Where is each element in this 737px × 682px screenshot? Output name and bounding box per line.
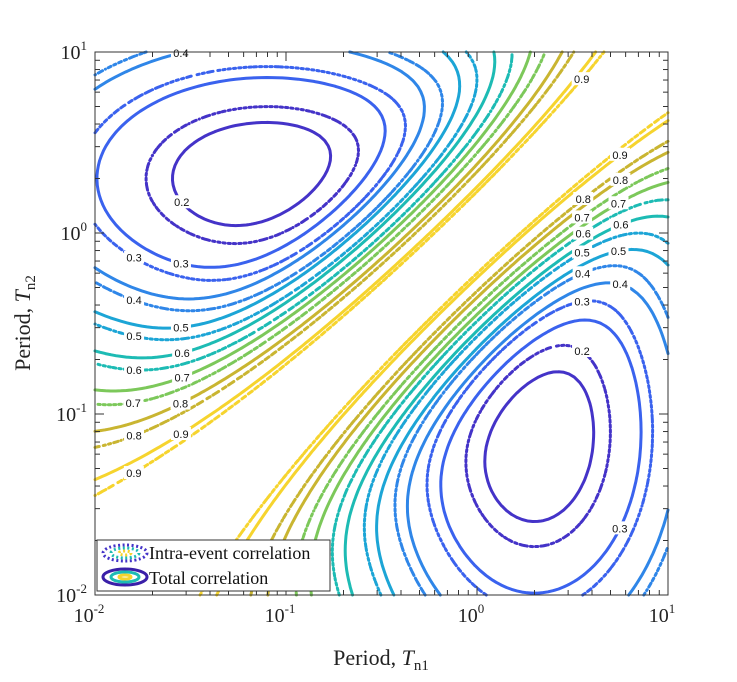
contour-label: 0.3 xyxy=(173,258,188,270)
contour-label-bg xyxy=(124,428,145,442)
contour-label: 0.8 xyxy=(126,431,141,443)
contour-total-0.6 xyxy=(93,50,670,597)
contour-label-bg xyxy=(170,396,191,410)
contour-label: 0.5 xyxy=(574,247,589,259)
legend-box xyxy=(96,539,331,592)
contour-label-bg xyxy=(172,370,193,384)
x-tick-label: 10-2 xyxy=(74,601,105,627)
contour-label: 0.2 xyxy=(174,197,189,209)
y-tick-label: 100 xyxy=(61,219,88,245)
legend-label-intra: Intra-event correlation xyxy=(149,543,310,563)
contour-label-bg xyxy=(610,172,631,186)
contour-total-0.3 xyxy=(95,76,643,595)
legend-icon-intra xyxy=(101,543,149,563)
x-tick-label: 10-1 xyxy=(265,601,296,627)
contour-label-bg xyxy=(573,226,594,240)
contour-label-bg xyxy=(124,362,145,376)
contour-label: 0.6 xyxy=(174,348,189,360)
contour-label: 0.4 xyxy=(126,295,141,307)
contour-label-bg xyxy=(572,344,593,358)
contour-label: 0.7 xyxy=(126,398,141,410)
contour-label-bg xyxy=(609,521,630,535)
contour-intra-0.2 xyxy=(144,105,612,549)
contour-label: 0.5 xyxy=(611,246,626,258)
axis-ticks: 10-2 10-1 100 101 10-2 10-1 100 101 xyxy=(56,38,675,627)
contour-label-bg xyxy=(610,147,631,161)
contour-label: 0.9 xyxy=(574,74,589,86)
contour-label: 0.9 xyxy=(612,150,627,162)
y-tick-label: 10-2 xyxy=(56,581,87,607)
contour-label: 0.4 xyxy=(613,279,628,291)
contour-label-bg xyxy=(170,427,191,441)
contour-label-bg xyxy=(124,329,145,343)
contour-label-bg xyxy=(170,320,191,334)
contour-label: 0.7 xyxy=(574,212,589,224)
contour-label: 0.7 xyxy=(174,372,189,384)
contour-label: 0.9 xyxy=(173,429,188,441)
contour-label-bg xyxy=(123,466,144,480)
contour-label: 0.4 xyxy=(173,48,188,60)
contour-label: 0.3 xyxy=(612,523,627,535)
contour-intra-0.5 xyxy=(93,50,670,597)
contour-label-bg xyxy=(572,266,593,280)
contour-label: 0.3 xyxy=(126,253,141,265)
contour-label: 0.4 xyxy=(575,268,590,280)
contour-label-bg xyxy=(573,191,594,205)
contour-intra-0.7 xyxy=(93,50,670,597)
contour-total-0.4 xyxy=(93,50,670,597)
contour-label: 0.6 xyxy=(576,229,591,241)
legend-label-total: Total correlation xyxy=(149,568,268,588)
contour-labels: 0.2 0.3 0.3 0.4 0.4 0.5 0.5 0.6 0.6 0.7 0.7 0.8 0.8 0… xyxy=(123,45,631,535)
contour-label-bg xyxy=(123,395,144,409)
plot-frame xyxy=(94,51,669,596)
contour-label-bg xyxy=(608,196,629,210)
contour-label-bg xyxy=(170,256,191,270)
legend-icon-total xyxy=(101,567,149,587)
contour-label: 0.5 xyxy=(173,322,188,334)
contour-label-bg xyxy=(572,294,593,308)
contour-label-bg xyxy=(572,245,593,259)
x-axis-label: Period, Tn1 xyxy=(333,645,429,674)
contour-label: 0.3 xyxy=(574,297,589,309)
contour-label: 0.5 xyxy=(126,331,141,343)
contour-label-bg xyxy=(572,210,593,224)
contour-label: 0.8 xyxy=(576,194,591,206)
contour-label: 0.6 xyxy=(126,365,141,377)
contour-label: 0.8 xyxy=(173,399,188,411)
y-axis-label: Period, Tn2 xyxy=(10,275,39,371)
contour-label: 0.2 xyxy=(574,346,589,358)
contour-label-bg xyxy=(571,72,592,86)
contour-intra-0.6 xyxy=(93,50,670,597)
contour-label-bg xyxy=(610,217,631,231)
contour-label: 0.8 xyxy=(613,175,628,187)
contour-label-bg xyxy=(608,243,629,257)
contour-total-0.5 xyxy=(93,50,670,597)
x-tick-label: 101 xyxy=(649,601,676,627)
contour-label-bg xyxy=(610,277,631,291)
contour-label-bg xyxy=(171,195,192,209)
contour-label-bg xyxy=(172,345,193,359)
contour-label: 0.6 xyxy=(613,220,628,232)
y-tick-label: 10-1 xyxy=(56,400,87,426)
y-tick-label: 101 xyxy=(61,38,88,64)
contour-total-0.2 xyxy=(171,120,596,523)
legend: Intra-event correlation Total correlatio… xyxy=(96,539,331,592)
contour-lines xyxy=(93,50,670,597)
contour-intra-0.8 xyxy=(93,50,670,597)
contour-label: 0.7 xyxy=(611,198,626,210)
contour-label: 0.9 xyxy=(126,468,141,480)
contour-intra-0.4 xyxy=(93,50,670,597)
contour-total-0.8 xyxy=(93,50,670,597)
contour-label-bg xyxy=(124,250,145,264)
contour-label-bg xyxy=(124,293,145,307)
x-tick-label: 100 xyxy=(458,601,485,627)
